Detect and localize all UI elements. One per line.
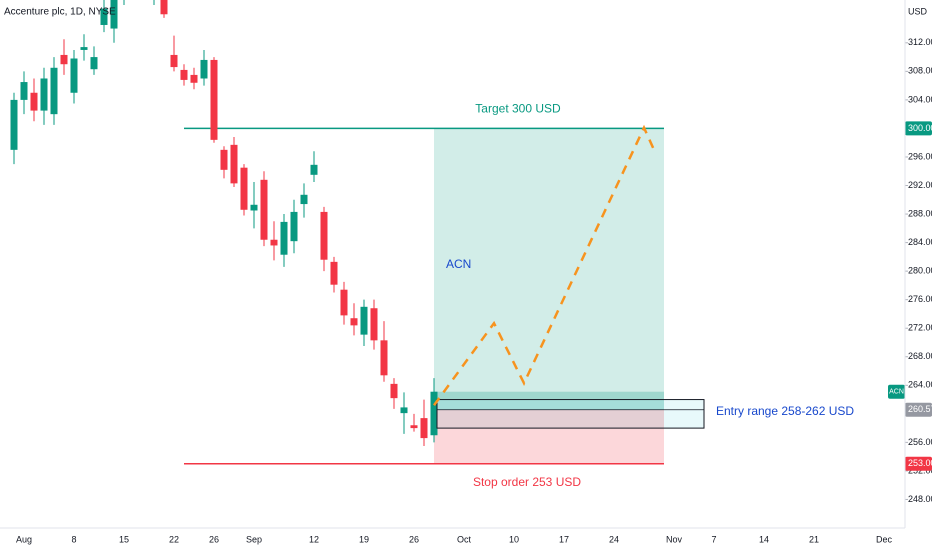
x-tick-label: Aug xyxy=(16,534,32,544)
loss-zone xyxy=(434,409,664,464)
y-tick-label: 276.00 xyxy=(908,294,932,304)
x-tick-label: Sep xyxy=(246,534,262,544)
candle-body xyxy=(330,261,338,285)
x-tick-label: Oct xyxy=(457,534,472,544)
entry-label: Entry range 258-262 USD xyxy=(716,404,854,418)
candle-body xyxy=(210,59,218,140)
y-tick-label: 312.00 xyxy=(908,37,932,47)
candle-body xyxy=(230,144,238,184)
candle-body xyxy=(370,308,378,341)
candle-body xyxy=(160,0,168,15)
price-label-box xyxy=(905,121,932,136)
y-tick-label: 308.00 xyxy=(908,66,932,76)
x-tick-label: 19 xyxy=(359,534,369,544)
x-tick-label: 12 xyxy=(309,534,319,544)
candle-body xyxy=(350,318,358,326)
price-label: 300.00 xyxy=(908,123,932,133)
candle-body xyxy=(60,54,68,65)
candle-body xyxy=(70,58,78,93)
symbol-note: ACN xyxy=(446,257,471,271)
candle-body xyxy=(180,69,188,80)
x-tick-label: 17 xyxy=(559,534,569,544)
y-tick-label: 248.00 xyxy=(908,494,932,504)
candle-body xyxy=(40,78,48,111)
symbol-tag-label: ACN xyxy=(889,389,904,396)
stop-label: Stop order 253 USD xyxy=(473,475,581,489)
candle-body xyxy=(90,57,98,70)
current-profit-band xyxy=(434,391,664,410)
entry-low-band xyxy=(434,409,664,429)
chart-title: Accenture plc, 1D, NYSE xyxy=(4,7,116,18)
symbol-tag xyxy=(888,384,905,399)
y-tick-label: 280.00 xyxy=(908,266,932,276)
candle-body xyxy=(10,99,18,150)
x-tick-label: Nov xyxy=(666,534,683,544)
x-tick-label: 10 xyxy=(509,534,519,544)
candle-body xyxy=(280,221,288,255)
candle-body xyxy=(200,59,208,79)
price-label: 260.57 xyxy=(908,404,932,414)
x-tick-label: 7 xyxy=(711,534,716,544)
candle-body xyxy=(260,179,268,240)
y-tick-label: 256.00 xyxy=(908,437,932,447)
price-label-box xyxy=(905,402,932,417)
y-tick-label: 292.00 xyxy=(908,180,932,190)
candle-body xyxy=(380,340,388,376)
y-tick-label: 284.00 xyxy=(908,237,932,247)
candle-body xyxy=(170,54,178,68)
candle-body xyxy=(430,391,438,436)
x-tick-label: 15 xyxy=(119,534,129,544)
candle-body xyxy=(250,204,258,211)
candle-body xyxy=(110,0,118,29)
candle-body xyxy=(30,92,38,111)
candle-body xyxy=(360,306,368,335)
candle-body xyxy=(290,211,298,242)
candle-body xyxy=(20,82,28,100)
x-tick-label: 21 xyxy=(809,534,819,544)
target-label: Target 300 USD xyxy=(475,102,561,116)
price-label: 253.00 xyxy=(908,458,932,468)
candle-body xyxy=(100,8,108,25)
x-tick-label: 24 xyxy=(609,534,619,544)
y-tick-label: 272.00 xyxy=(908,323,932,333)
plot-area: Target 300 USD Stop order 253 USD Entry ra… xyxy=(10,0,854,489)
candle-body xyxy=(420,418,428,439)
currency-label: USD xyxy=(908,6,928,16)
x-tick-label: 22 xyxy=(169,534,179,544)
y-tick-label: 304.00 xyxy=(908,94,932,104)
profit-zone xyxy=(434,128,664,410)
y-tick-label: 268.00 xyxy=(908,351,932,361)
candle-body xyxy=(320,211,328,260)
candle-body xyxy=(400,407,408,414)
candle-body xyxy=(390,383,398,399)
candle-body xyxy=(190,74,198,83)
candle-body xyxy=(240,167,248,210)
x-tick-label: 26 xyxy=(409,534,419,544)
y-tick-label: 288.00 xyxy=(908,208,932,218)
x-tick-label: Dec xyxy=(876,534,893,544)
candle-body xyxy=(300,194,308,205)
x-tick-label: 14 xyxy=(759,534,769,544)
price-label-box xyxy=(905,456,932,471)
y-tick-label: 296.00 xyxy=(908,151,932,161)
candle-body xyxy=(410,425,418,429)
x-tick-label: 8 xyxy=(71,534,76,544)
x-tick-label: 26 xyxy=(209,534,219,544)
projection-path xyxy=(432,124,656,407)
candle-body xyxy=(50,67,58,115)
y-tick-label: 264.00 xyxy=(908,380,932,390)
candle-body xyxy=(340,289,348,316)
candle-body xyxy=(310,164,318,175)
candle-body xyxy=(80,47,88,50)
entry-range-box xyxy=(436,399,705,429)
candle-body xyxy=(270,239,278,246)
candle-body xyxy=(220,149,228,170)
